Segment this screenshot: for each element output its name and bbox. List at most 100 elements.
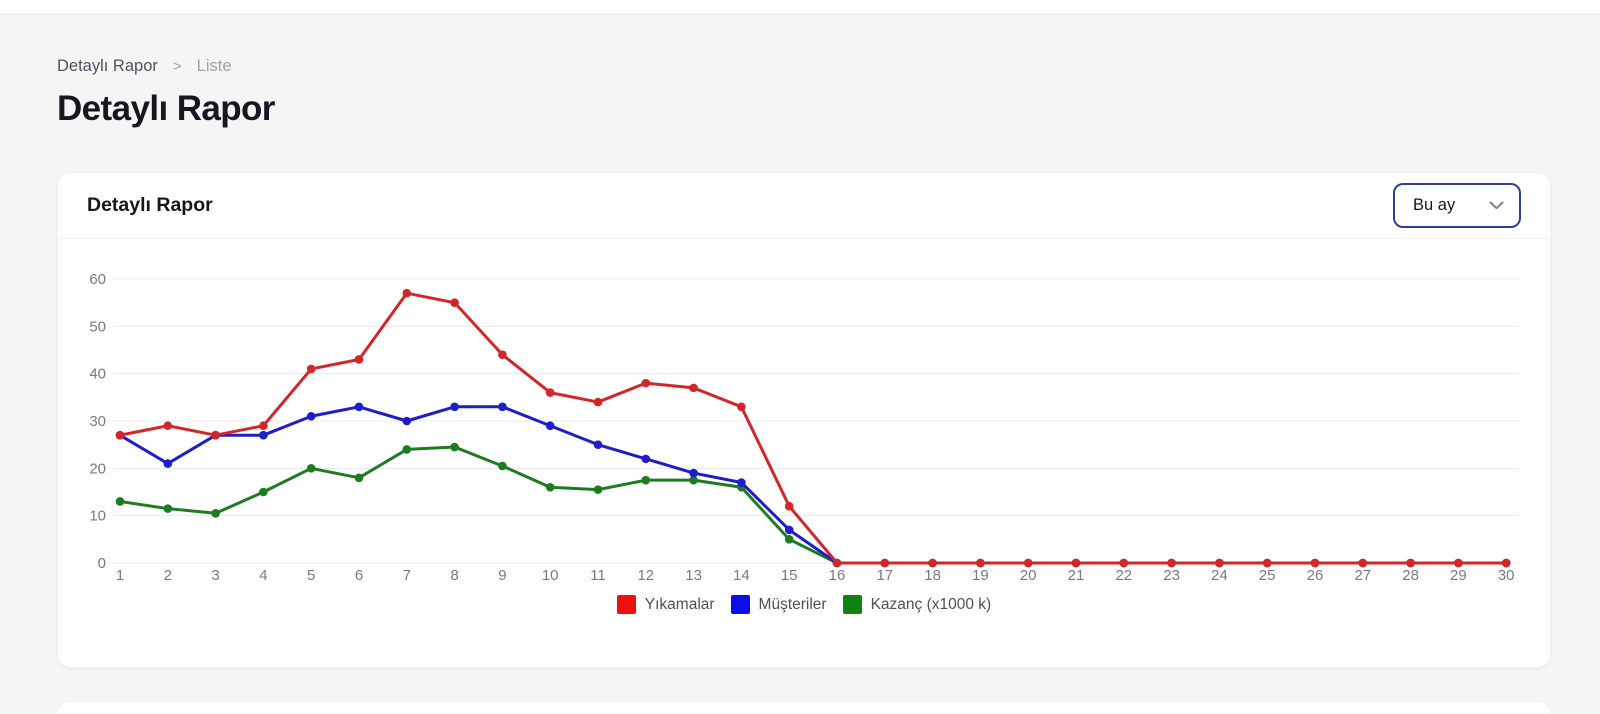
x-tick-label: 18	[924, 567, 941, 584]
data-point	[593, 397, 603, 407]
breadcrumb: Detaylı Rapor > Liste	[57, 57, 1551, 76]
data-point	[402, 288, 412, 298]
x-tick-label: 1	[116, 567, 124, 584]
data-point	[1262, 558, 1272, 568]
x-tick-label: 13	[685, 567, 702, 584]
data-point	[737, 402, 746, 412]
x-tick-label: 26	[1307, 567, 1324, 584]
data-point	[545, 421, 555, 431]
data-point	[163, 504, 173, 513]
data-point	[354, 473, 364, 483]
x-tick-label: 21	[1068, 567, 1085, 584]
data-point	[211, 509, 220, 518]
data-point	[976, 558, 985, 568]
data-point	[641, 475, 651, 485]
chart-legend: Yıkamalar Müşteriler Kazanç (x1000 k)	[58, 595, 1550, 667]
legend-color-swatch	[616, 595, 636, 614]
y-tick-label: 40	[89, 366, 106, 383]
x-tick-label: 11	[590, 567, 606, 584]
legend-item[interactable]: Kazanç (x1000 k)	[842, 595, 992, 614]
breadcrumb-separator-icon: >	[172, 58, 182, 75]
data-point	[689, 383, 698, 393]
x-tick-label: 29	[1450, 567, 1467, 584]
y-tick-label: 20	[89, 460, 106, 477]
data-point	[545, 388, 555, 397]
data-point	[593, 485, 603, 494]
data-point	[593, 440, 603, 449]
data-point	[641, 378, 651, 388]
breadcrumb-item-detayli-rapor[interactable]: Detaylı Rapor	[57, 57, 158, 75]
data-point	[880, 558, 890, 568]
data-point	[306, 364, 316, 374]
x-tick-label: 9	[498, 567, 506, 584]
x-tick-label: 28	[1402, 567, 1419, 584]
data-point	[1071, 558, 1081, 568]
period-select[interactable]: Bu ay	[1393, 183, 1521, 228]
legend-label: Yıkamalar	[644, 595, 715, 613]
data-point	[498, 350, 507, 360]
data-point	[1215, 558, 1224, 568]
data-point	[211, 430, 220, 440]
x-tick-label: 17	[876, 567, 893, 584]
data-point	[498, 461, 507, 471]
legend-item[interactable]: Yıkamalar	[616, 595, 715, 614]
data-point	[163, 459, 173, 468]
x-tick-label: 6	[355, 567, 363, 584]
x-tick-label: 27	[1354, 567, 1371, 584]
data-point	[306, 464, 316, 473]
data-point	[354, 402, 364, 412]
data-point	[163, 421, 173, 431]
chevron-down-icon	[1489, 201, 1504, 210]
x-tick-label: 16	[829, 567, 846, 584]
x-tick-label: 25	[1259, 567, 1276, 584]
legend-color-swatch	[730, 595, 750, 614]
page-title: Detaylı Rapor	[57, 89, 275, 128]
x-tick-label: 10	[542, 567, 559, 584]
data-point	[641, 454, 651, 464]
x-tick-label: 23	[1163, 567, 1180, 584]
data-point	[259, 421, 268, 431]
data-point	[402, 416, 412, 426]
data-point	[1167, 558, 1176, 568]
breadcrumb-item-liste: Liste	[196, 57, 232, 75]
x-tick-label: 22	[1115, 567, 1132, 584]
legend-label: Müşteriler	[758, 595, 827, 613]
report-card-header: Detaylı Rapor Bu ay	[58, 173, 1550, 239]
x-tick-label: 14	[733, 567, 750, 584]
y-tick-label: 10	[89, 508, 106, 525]
data-point	[1310, 558, 1320, 568]
data-point	[1119, 558, 1129, 568]
next-card-peek	[57, 701, 1551, 713]
data-point	[784, 501, 794, 511]
data-point	[498, 402, 507, 412]
series-line	[118, 291, 1508, 565]
data-point	[928, 558, 937, 568]
data-point	[545, 482, 555, 492]
legend-item[interactable]: Müşteriler	[730, 595, 827, 614]
page-content: Detaylı Rapor > Liste Detaylı Rapor Deta…	[0, 15, 1600, 713]
data-point	[1406, 558, 1415, 568]
y-tick-label: 0	[98, 555, 106, 572]
x-tick-label: 19	[972, 567, 989, 584]
data-point	[784, 525, 794, 535]
data-point	[259, 487, 268, 497]
data-point	[450, 402, 459, 412]
y-tick-label: 60	[89, 271, 106, 288]
x-tick-label: 24	[1211, 567, 1228, 584]
x-tick-label: 8	[450, 567, 458, 584]
report-line-chart: 0 10 20 30 40 50 60 1 2 3 4 5 6 7 8 9 10 11 12 13 14 15 16 17 18…	[58, 239, 1550, 667]
data-point	[306, 411, 316, 421]
x-tick-label: 20	[1020, 567, 1037, 584]
data-point	[450, 442, 459, 452]
data-point	[115, 497, 125, 506]
legend-color-swatch	[842, 595, 862, 614]
legend-label: Kazanç (x1000 k)	[870, 595, 992, 613]
data-point	[689, 468, 698, 478]
data-point	[259, 430, 268, 440]
data-point	[354, 355, 364, 364]
top-bar	[0, 0, 1600, 15]
x-tick-label: 7	[403, 567, 411, 584]
chart-title: Detaylı Rapor	[87, 194, 213, 216]
x-tick-label: 2	[164, 567, 172, 584]
